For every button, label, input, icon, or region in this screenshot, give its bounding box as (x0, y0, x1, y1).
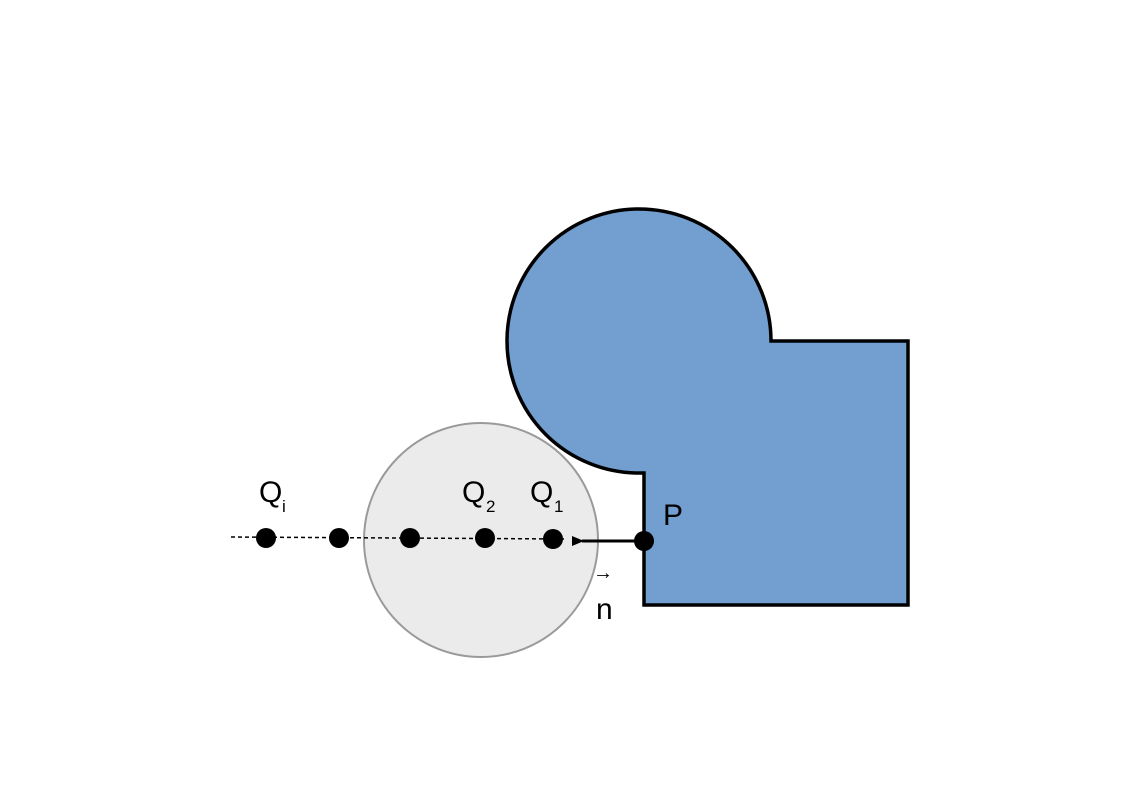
label-n-arrow: → (593, 562, 613, 584)
label-qi: Qi (259, 476, 286, 516)
label-n: n (596, 593, 613, 626)
label-p: P (663, 499, 683, 532)
blue-shape (505, 207, 910, 607)
label-q1: Q1 (530, 476, 563, 516)
label-q2: Q2 (462, 476, 495, 516)
point-q1 (543, 529, 563, 549)
point-q3 (400, 528, 420, 548)
point-q4 (329, 528, 349, 548)
point-p (634, 531, 654, 551)
point-qi (256, 528, 276, 548)
point-q2 (475, 528, 495, 548)
